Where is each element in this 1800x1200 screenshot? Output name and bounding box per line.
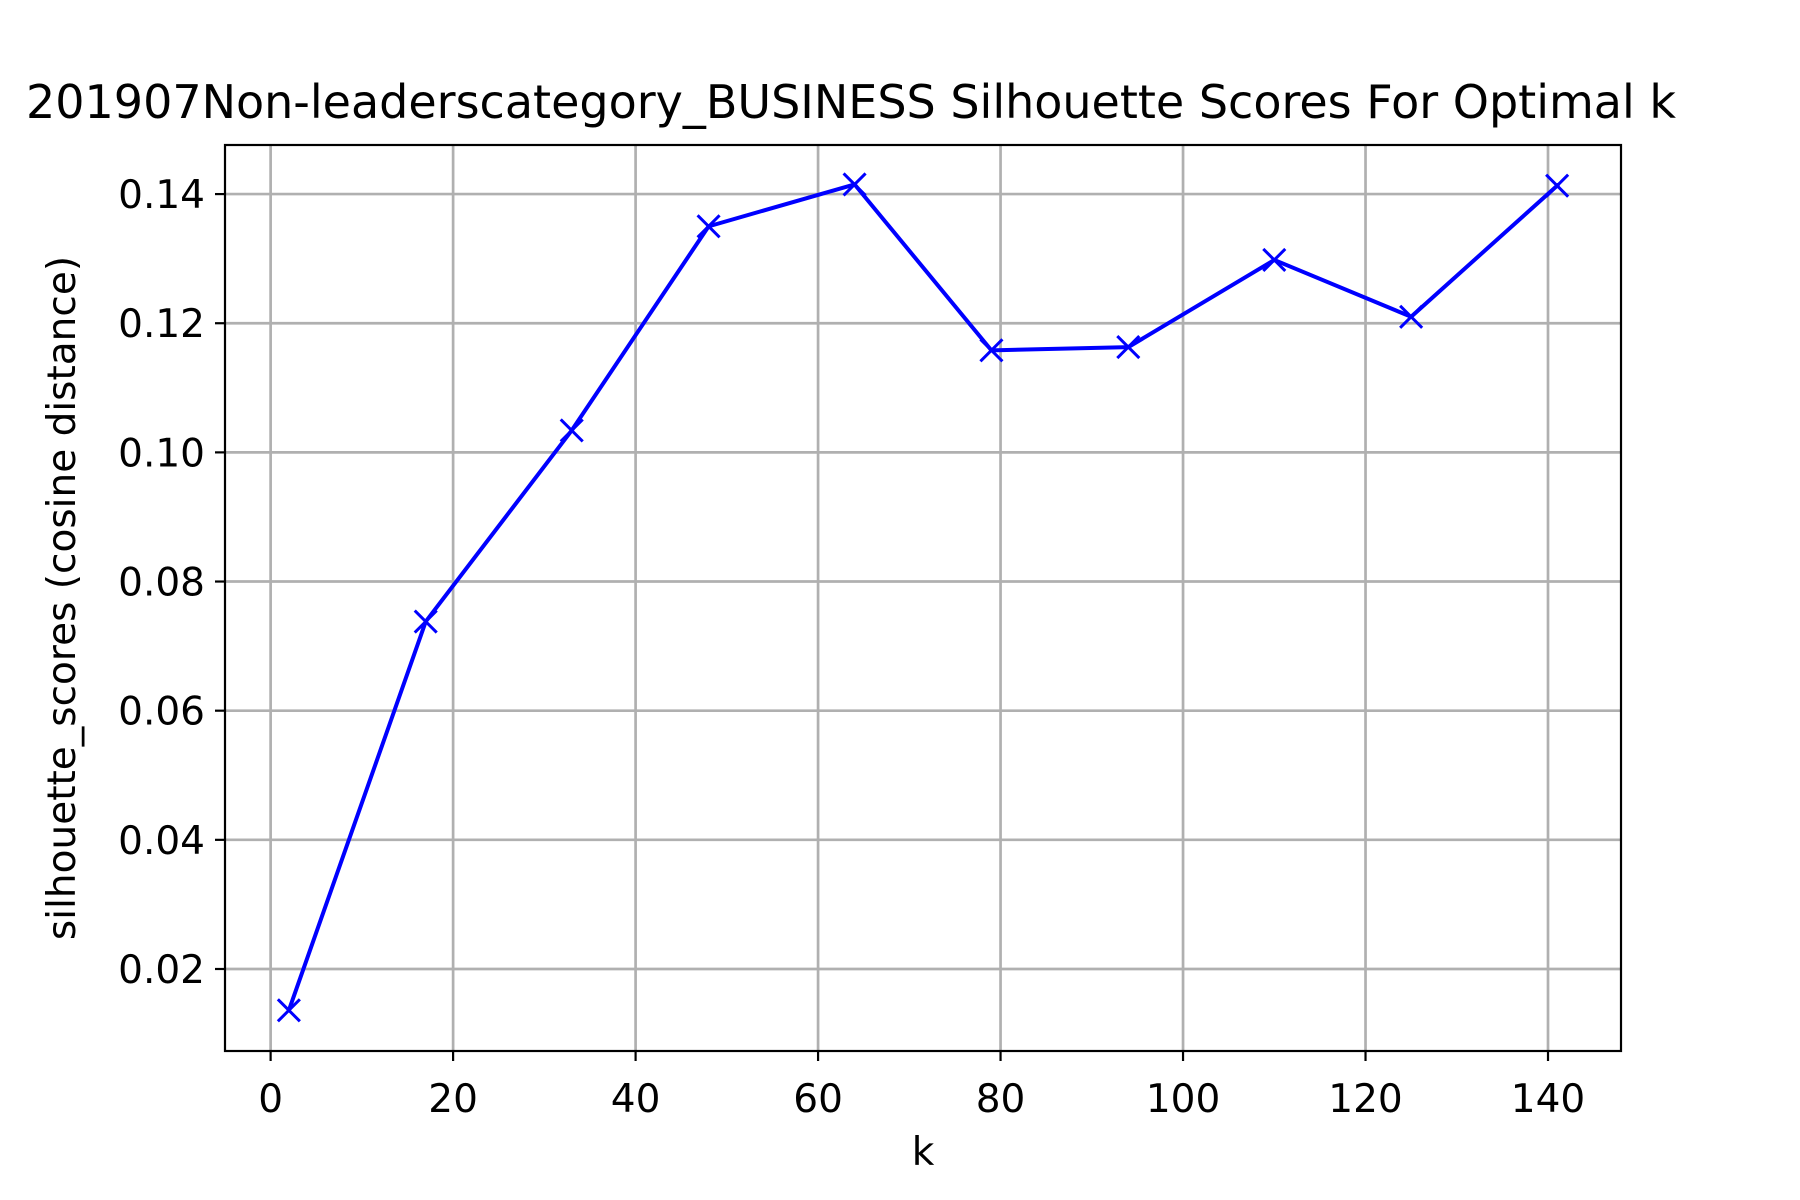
data-point-marker [979, 338, 1004, 363]
y-tick-label: 0.14 [118, 173, 205, 218]
y-tick-label: 0.06 [118, 690, 205, 735]
y-tick-label: 0.02 [118, 948, 205, 993]
data-point-marker [1116, 335, 1141, 360]
x-tick-label: 60 [793, 1077, 843, 1122]
y-tick-label: 0.12 [118, 302, 205, 347]
x-tick-label: 20 [428, 1077, 478, 1122]
y-tick-label: 0.04 [118, 819, 205, 864]
x-tick-label: 140 [1511, 1077, 1585, 1122]
x-axis-title: k [912, 1130, 935, 1175]
plot-frame [223, 143, 1623, 1053]
x-tick-label: 120 [1328, 1077, 1402, 1122]
ticks: 0 20 40 60 80 100 120 140 0.02 0.04 0.06 0.08 0.10 0.… [118, 173, 1585, 1122]
data-point-marker [1545, 173, 1570, 198]
series-layer [276, 172, 1570, 1023]
grid [225, 145, 1621, 1051]
chart-title: 201907Non-leaderscategory_BUSINESS Silho… [26, 75, 1676, 129]
x-tick-label: 100 [1146, 1077, 1220, 1122]
data-point-marker [559, 418, 584, 443]
x-tick-label: 80 [976, 1077, 1026, 1122]
y-axis-title: silhouette_scores (cosine distance) [40, 256, 85, 940]
data-point-marker [696, 214, 721, 239]
x-tick-label: 40 [611, 1077, 661, 1122]
y-tick-label: 0.08 [118, 561, 205, 606]
x-tick-label: 0 [258, 1077, 283, 1122]
data-point-marker [1399, 304, 1424, 329]
data-point-marker [842, 172, 867, 197]
series-line [286, 182, 1560, 1013]
y-tick-label: 0.10 [118, 431, 205, 476]
data-point-marker [413, 609, 438, 634]
data-point-marker [1262, 247, 1287, 273]
data-point-marker [276, 998, 301, 1023]
